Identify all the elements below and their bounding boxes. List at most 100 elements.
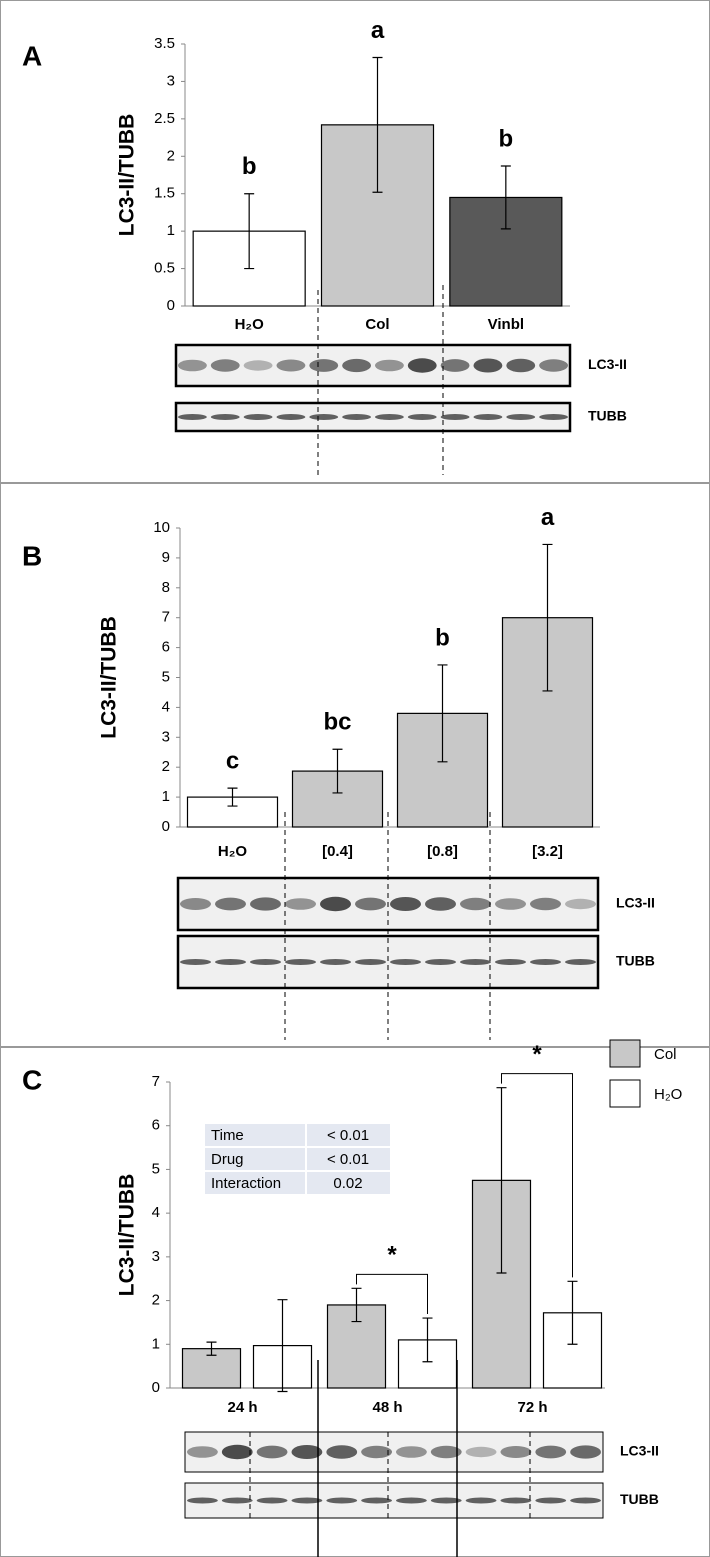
error-bar: [277, 1299, 288, 1393]
blot-band: [342, 358, 372, 373]
blot-band: [460, 897, 491, 911]
blot-band: [187, 1446, 218, 1458]
y-tick-label: 6: [152, 1117, 160, 1134]
blot-band: [506, 358, 536, 373]
blot-band: [565, 959, 596, 965]
y-tick-label: 0: [152, 1379, 160, 1396]
y-tick-label: 4: [162, 698, 170, 715]
table-cell: Drug: [211, 1151, 244, 1168]
x-tick-label: 48 h: [372, 1399, 402, 1416]
blot-band: [425, 897, 456, 911]
blot-band: [407, 358, 437, 373]
blot: [174, 343, 572, 388]
blot-band: [530, 897, 561, 911]
blot-band: [326, 1445, 358, 1459]
blot-band: [320, 896, 351, 912]
blot-band: [473, 414, 503, 420]
y-tick-label: 9: [162, 549, 170, 566]
blot-band: [570, 1445, 601, 1459]
x-tick-label: [0.8]: [427, 843, 458, 860]
significance-letter: bc: [323, 709, 351, 736]
significance-bracket: [356, 1273, 428, 1315]
x-tick-label: 24 h: [227, 1399, 257, 1416]
y-tick-label: 5: [152, 1160, 160, 1177]
error-bar: [567, 1280, 578, 1345]
blot-band: [210, 414, 240, 420]
error-bar: [542, 543, 553, 692]
blot-band: [215, 897, 246, 911]
table-cell: 0.02: [333, 1175, 362, 1192]
blot-band: [390, 897, 421, 911]
blot-band: [285, 898, 316, 910]
blot-band: [250, 959, 281, 965]
blot-band: [291, 1497, 323, 1504]
blot-band: [221, 1497, 253, 1504]
blot-label: LC3-II: [620, 1443, 659, 1459]
blot-band: [535, 1497, 567, 1504]
panel-border: [0, 1047, 710, 1557]
x-tick-label: H₂O: [218, 843, 247, 860]
blot-band: [473, 358, 503, 373]
blot-band: [326, 1497, 358, 1504]
table-row-bg: [307, 1172, 390, 1194]
blot-band: [539, 414, 568, 420]
error-bar: [351, 1287, 362, 1323]
legend-label: H₂O: [654, 1086, 682, 1103]
x-tick-label: Vinbl: [488, 316, 524, 333]
y-tick-label: 1.5: [154, 185, 175, 202]
y-tick-label: 2.5: [154, 110, 175, 127]
y-tick-label: 1: [162, 788, 170, 805]
y-tick-label: 1: [167, 222, 175, 239]
legend-label: Col: [654, 1046, 677, 1063]
y-tick-label: 3: [162, 728, 170, 745]
blot-band: [361, 1497, 393, 1504]
blot-label: LC3-II: [588, 356, 627, 372]
x-tick-label: H₂O: [235, 316, 264, 333]
blot-band: [355, 897, 386, 911]
error-bar: [496, 1087, 507, 1274]
blot-band: [375, 359, 404, 372]
blot-band: [535, 1445, 567, 1459]
blot-band: [495, 898, 526, 910]
blot-band: [361, 1445, 393, 1459]
error-bar: [500, 165, 511, 230]
table-cell: < 0.01: [327, 1151, 369, 1168]
blot-band: [570, 1497, 601, 1504]
significance-letter: a: [541, 504, 555, 531]
blot-band: [215, 959, 246, 965]
y-tick-label: 10: [153, 519, 170, 536]
blot-band: [178, 359, 207, 372]
blot-band: [495, 959, 526, 965]
blot-band: [342, 414, 372, 420]
y-tick-label: 0: [162, 818, 170, 835]
y-tick-label: 2: [152, 1292, 160, 1309]
significance-bracket: [501, 1073, 573, 1278]
error-bar: [437, 664, 448, 763]
y-tick-label: 3: [167, 72, 175, 89]
table-cell: Interaction: [211, 1175, 281, 1192]
y-tick-label: 6: [162, 639, 170, 656]
table-row-bg: [205, 1148, 305, 1170]
significance-star: *: [387, 1242, 397, 1269]
y-tick-label: 7: [152, 1073, 160, 1090]
error-bar: [422, 1317, 433, 1363]
y-tick-label: 3: [152, 1248, 160, 1265]
blot-band: [506, 414, 536, 420]
blot-band: [530, 959, 561, 965]
y-tick-label: 8: [162, 579, 170, 596]
error-bar: [227, 787, 238, 807]
blot-label: TUBB: [588, 408, 627, 424]
blot-band: [221, 1444, 253, 1460]
table-cell: Time: [211, 1127, 244, 1144]
blot-band: [390, 959, 421, 965]
panel-label: C: [22, 1064, 42, 1095]
blot-band: [500, 1446, 532, 1458]
blot-band: [187, 1497, 218, 1504]
blot-band: [407, 414, 437, 420]
blot-band: [355, 959, 386, 965]
blot-band: [276, 359, 306, 372]
blot-label: LC3-II: [616, 895, 655, 911]
blot-band: [430, 1445, 462, 1459]
significance-letter: b: [435, 624, 450, 651]
blot: [184, 1482, 604, 1519]
